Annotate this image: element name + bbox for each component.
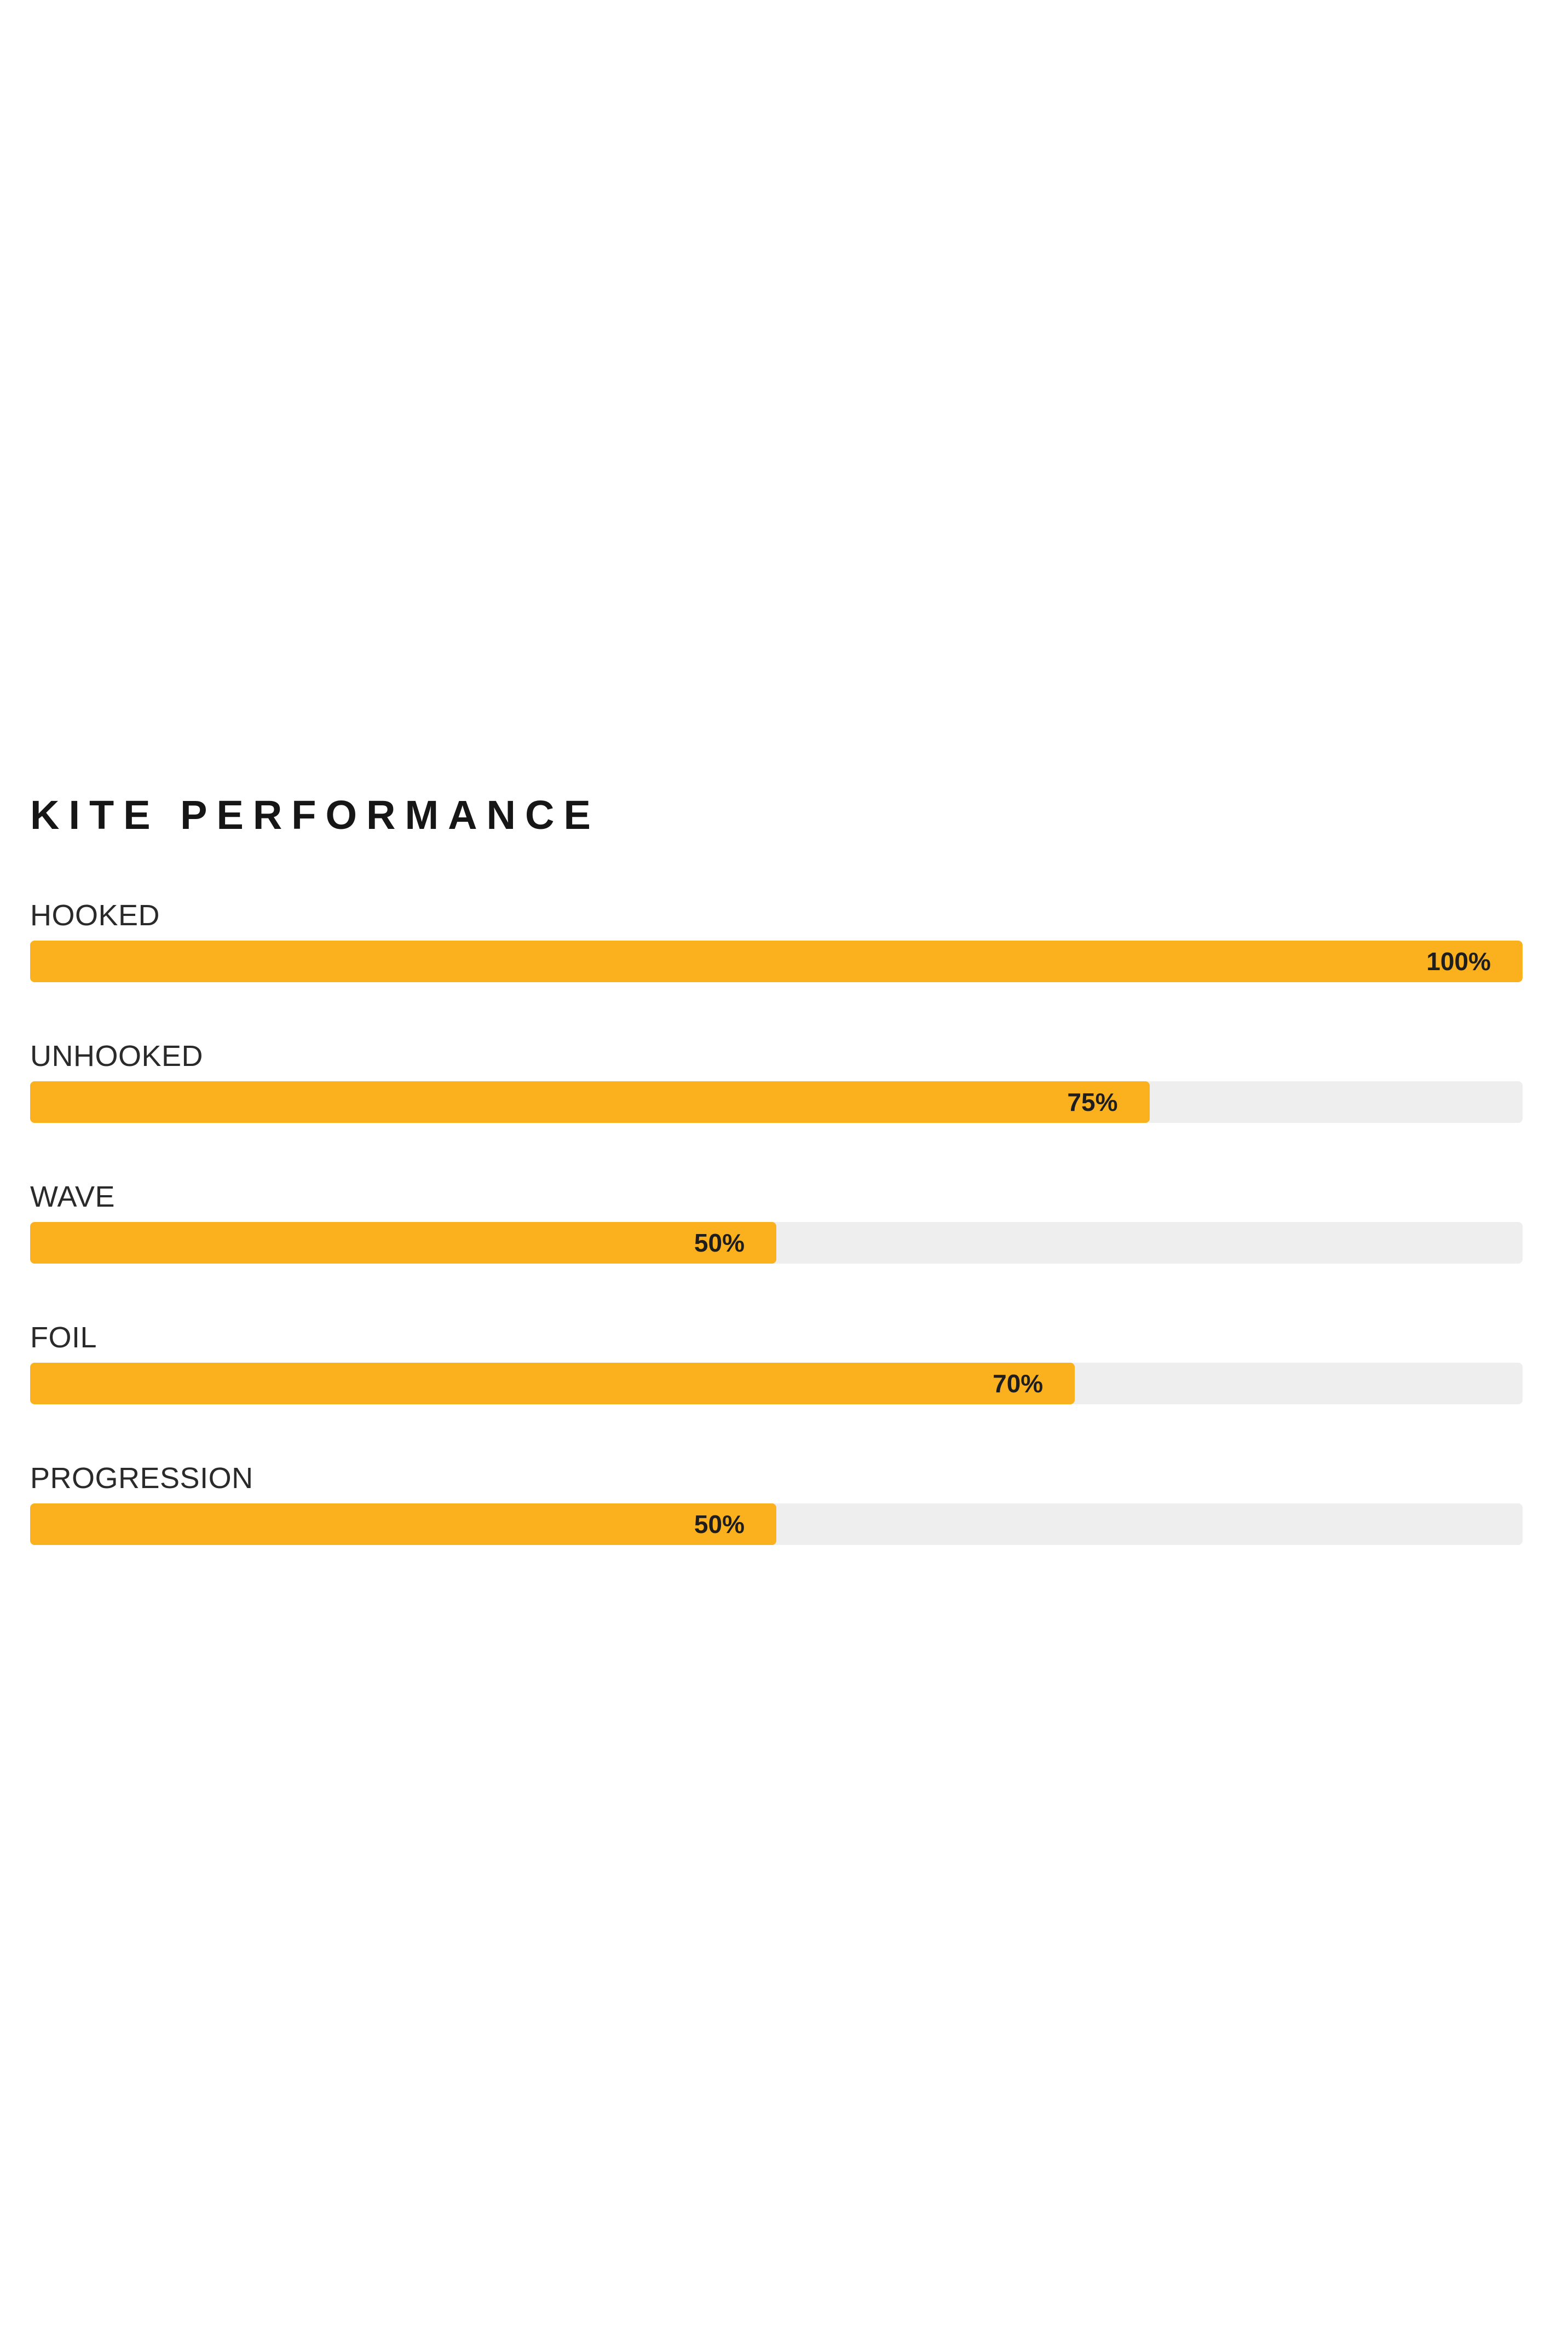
bar-value-label: 50% [694, 1510, 745, 1538]
bar-track: 75% [30, 1081, 1523, 1123]
bar-value-label: 75% [1067, 1088, 1118, 1116]
bar-value-label: 50% [694, 1229, 745, 1257]
bar-fill: 70% [30, 1363, 1075, 1404]
bar-track: 50% [30, 1222, 1523, 1264]
bar-value-label: 100% [1426, 947, 1491, 976]
bar-category-label: PROGRESSION [30, 1462, 253, 1495]
bar-row: HOOKED 100% [30, 901, 1523, 982]
bar-row: UNHOOKED 75% [30, 1041, 1523, 1123]
bar-row: PROGRESSION 50% [30, 1463, 1523, 1545]
bar-category-label: FOIL [30, 1321, 97, 1354]
bar-track: 70% [30, 1363, 1523, 1404]
bar-value-label: 70% [993, 1369, 1044, 1398]
bar-row: FOIL 70% [30, 1323, 1523, 1404]
bar-track: 100% [30, 941, 1523, 982]
bar-fill: 75% [30, 1081, 1150, 1123]
bar-fill: 100% [30, 941, 1523, 982]
performance-bar-chart: HOOKED 100% UNHOOKED 75% WAVE 50% FOIL 7… [30, 901, 1523, 1545]
bar-fill: 50% [30, 1222, 776, 1264]
kite-performance-section: KITE PERFORMANCE HOOKED 100% UNHOOKED 75… [30, 795, 1523, 1545]
bar-track: 50% [30, 1503, 1523, 1545]
bar-category-label: HOOKED [30, 899, 160, 932]
bar-category-label: UNHOOKED [30, 1040, 204, 1073]
bar-fill: 50% [30, 1503, 776, 1545]
bar-category-label: WAVE [30, 1180, 116, 1213]
section-title: KITE PERFORMANCE [30, 792, 600, 838]
bar-row: WAVE 50% [30, 1182, 1523, 1264]
